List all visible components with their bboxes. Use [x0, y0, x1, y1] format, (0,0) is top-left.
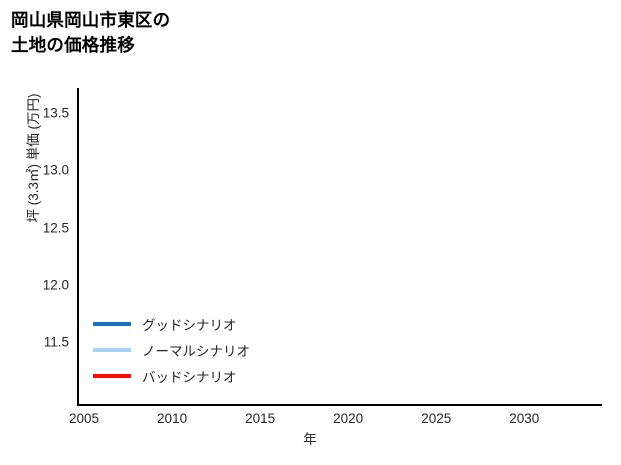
x-tick-label: 2030 — [509, 411, 540, 426]
x-tick-label: 2010 — [157, 411, 188, 426]
legend-item-normal[interactable]: ノーマルシナリオ — [93, 338, 250, 362]
page-title: 岡山県岡山市東区の 土地の価格推移 — [11, 10, 171, 55]
plot-area — [77, 88, 602, 406]
x-tick-label: 2025 — [421, 411, 452, 426]
legend-swatch-normal — [93, 348, 131, 352]
y-tick-label: 11.5 — [43, 334, 69, 350]
y-axis-label: 坪 (3.3㎡) 単価 (万円) — [26, 93, 41, 223]
x-tick-label: 2015 — [245, 411, 276, 426]
legend-item-good[interactable]: グッドシナリオ — [93, 312, 237, 336]
y-tick-label: 12.0 — [42, 277, 69, 293]
legend-label-normal: ノーマルシナリオ — [142, 344, 250, 359]
chart-legend: グッドシナリオ ノーマルシナリオ バッドシナリオ — [93, 312, 308, 390]
x-tick-label: 2005 — [69, 411, 100, 426]
y-tick-label: 13.0 — [42, 162, 69, 178]
x-axis-label: 年 — [303, 432, 317, 447]
x-tick-label: 2020 — [333, 411, 364, 426]
legend-swatch-bad — [93, 374, 131, 378]
legend-item-bad[interactable]: バッドシナリオ — [93, 364, 237, 388]
legend-swatch-good — [93, 322, 131, 326]
y-tick-label: 12.5 — [42, 220, 69, 236]
y-tick-label: 13.5 — [42, 105, 69, 121]
legend-label-bad: バッドシナリオ — [142, 370, 237, 385]
legend-label-good: グッドシナリオ — [142, 318, 237, 333]
